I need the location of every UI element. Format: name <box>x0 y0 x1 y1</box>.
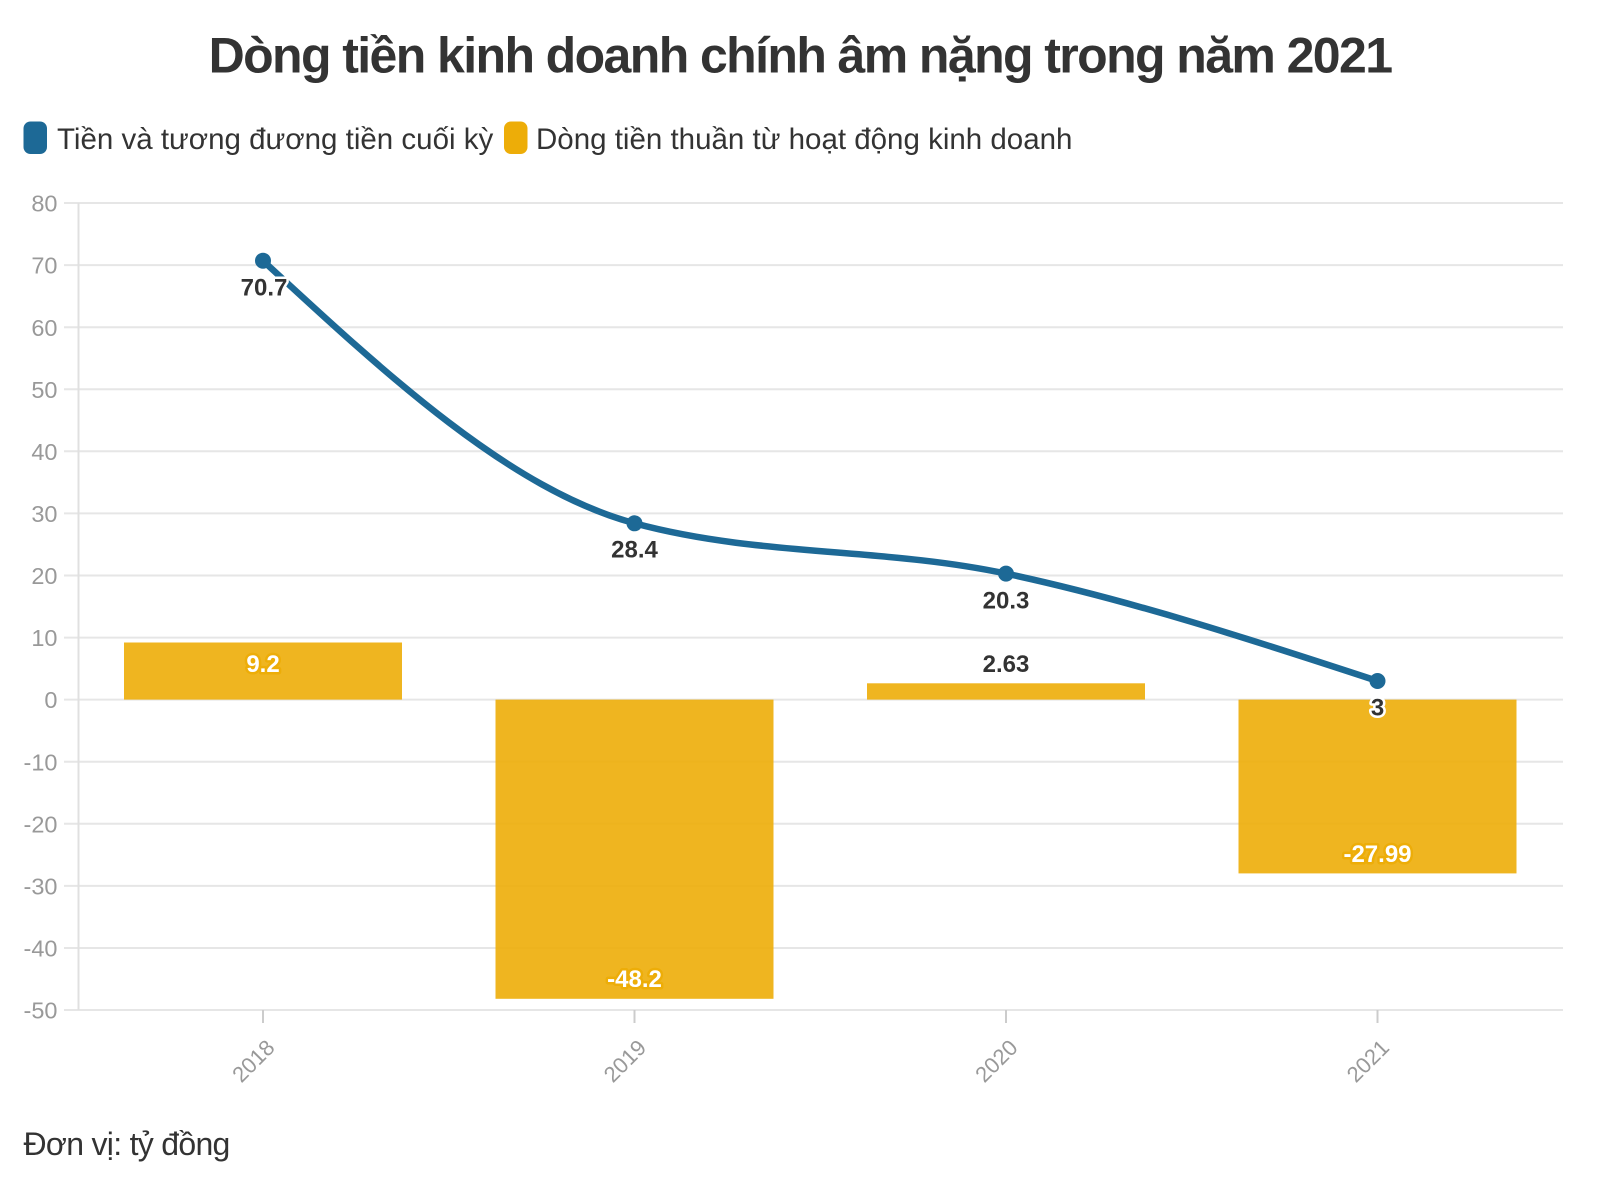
svg-text:3: 3 <box>1371 695 1384 722</box>
svg-text:-40: -40 <box>24 936 58 962</box>
svg-text:20.3: 20.3 <box>983 588 1030 615</box>
svg-text:-20: -20 <box>24 811 58 837</box>
svg-text:28.4: 28.4 <box>611 537 658 564</box>
svg-text:Dòng tiền kinh doanh chính âm: Dòng tiền kinh doanh chính âm nặng trong… <box>209 28 1393 84</box>
svg-text:70.7: 70.7 <box>241 275 288 302</box>
svg-text:50: 50 <box>31 377 57 403</box>
svg-text:30: 30 <box>31 501 57 527</box>
svg-text:0: 0 <box>44 687 57 713</box>
svg-text:Tiền và tương đương tiền cuối: Tiền và tương đương tiền cuối kỳ <box>57 123 493 156</box>
svg-text:2.63: 2.63 <box>983 651 1030 678</box>
svg-text:-10: -10 <box>24 749 58 775</box>
svg-text:-50: -50 <box>24 998 58 1024</box>
svg-text:10: 10 <box>31 625 57 651</box>
svg-text:-27.99: -27.99 <box>1343 841 1411 868</box>
svg-text:9.2: 9.2 <box>246 651 279 678</box>
svg-text:60: 60 <box>31 315 57 341</box>
svg-text:70: 70 <box>31 253 57 279</box>
svg-text:40: 40 <box>31 439 57 465</box>
svg-text:Dòng tiền thuần từ hoạt động k: Dòng tiền thuần từ hoạt động kinh doanh <box>536 123 1072 156</box>
svg-text:20: 20 <box>31 563 57 589</box>
svg-text:80: 80 <box>31 191 57 217</box>
svg-text:-48.2: -48.2 <box>607 966 662 993</box>
svg-text:Đơn vị: tỷ đồng: Đơn vị: tỷ đồng <box>24 1126 230 1162</box>
svg-text:-30: -30 <box>24 874 58 900</box>
